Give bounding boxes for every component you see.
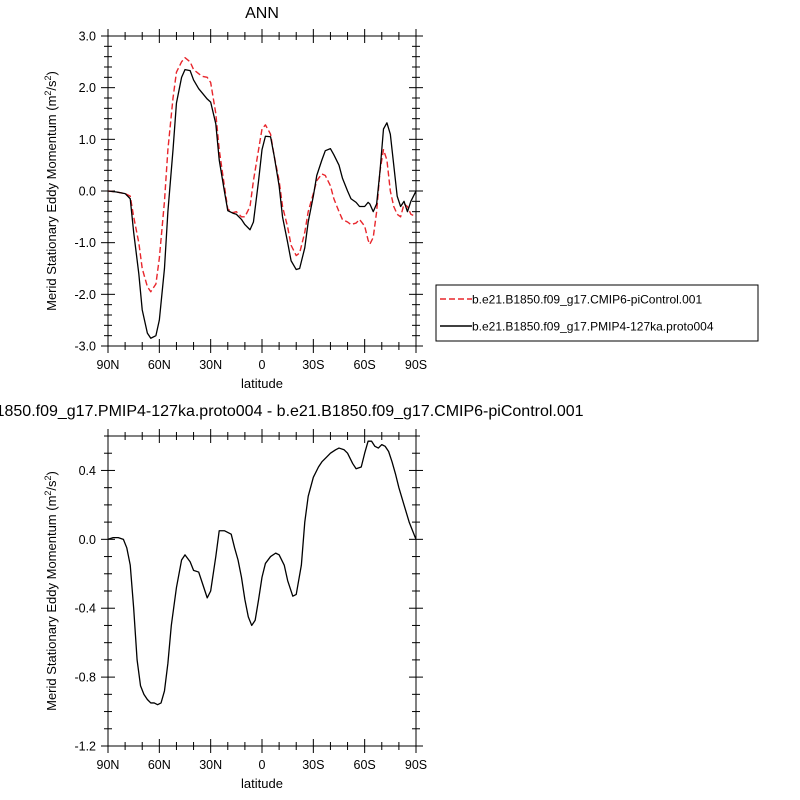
- y-tick-label: -3.0: [74, 340, 96, 354]
- x-tick-label: 30S: [302, 358, 324, 372]
- y-tick-label: 0.0: [79, 533, 96, 547]
- x-tick-label: 60S: [354, 358, 376, 372]
- x-tick-label: 30N: [199, 358, 222, 372]
- x-tick-label: 60N: [148, 758, 171, 772]
- x-tick-label: 90S: [405, 758, 427, 772]
- x-tick-label: 60S: [354, 758, 376, 772]
- legend: b.e21.B1850.f09_g17.CMIP6-piControl.001b…: [435, 284, 759, 342]
- x-axis-label: latitude: [241, 376, 283, 391]
- plot-frame: [107, 35, 417, 347]
- y-tick-label: -0.8: [74, 671, 96, 685]
- legend-entry-2: b.e21.B1850.f09_g17.PMIP4-127ka.proto004: [472, 320, 714, 334]
- y-axis-label-part: Merid Stationary Eddy Momentum (m: [44, 496, 59, 711]
- x-tick-label: 30S: [302, 758, 324, 772]
- y-tick-label: 1.0: [79, 133, 96, 147]
- series-line-1: [108, 57, 416, 293]
- series-line-2: [108, 68, 416, 339]
- chart-title: ANN: [245, 5, 279, 22]
- x-tick-label: 90S: [405, 358, 427, 372]
- y-axis-label-superscript: 2: [43, 491, 53, 496]
- chart-panel-2: b.e21.B1850.f09_g17.PMIP4-127ka.proto004…: [0, 403, 584, 791]
- y-tick-label: 0.0: [79, 185, 96, 199]
- plot-frame: [107, 435, 417, 747]
- legend-entry-1: b.e21.B1850.f09_g17.CMIP6-piControl.001: [472, 293, 702, 307]
- x-tick-label: 90N: [97, 758, 120, 772]
- y-tick-label: 2.0: [79, 81, 96, 95]
- legend-box: [435, 284, 759, 342]
- series-line-1: [108, 440, 416, 706]
- y-axis-label-part: /s: [44, 80, 59, 91]
- y-axis-label: Merid Stationary Eddy Momentum (m2/s2): [43, 471, 59, 711]
- y-axis-label-superscript: 2: [43, 75, 53, 80]
- y-axis-label-part: Merid Stationary Eddy Momentum (m: [44, 96, 59, 311]
- x-tick-label: 30N: [199, 758, 222, 772]
- y-axis-label-part: ): [44, 471, 59, 475]
- y-tick-label: -0.4: [74, 602, 96, 616]
- x-tick-label: 0: [259, 758, 266, 772]
- x-axis-label: latitude: [241, 776, 283, 791]
- y-axis-label-superscript: 2: [43, 475, 53, 480]
- chart-panel-1: ANN 90N 60N 30N 0 30S 60S 90S 3.0 2.0 1.0 0.0 -1.0 -2…: [43, 5, 759, 391]
- y-tick-label: 3.0: [79, 30, 96, 44]
- x-tick-label: 0: [259, 358, 266, 372]
- y-axis-label-superscript: 2: [43, 91, 53, 96]
- y-axis-label-part: /s: [44, 480, 59, 491]
- y-tick-label: 0.4: [79, 464, 96, 478]
- y-axis-label-part: ): [44, 71, 59, 75]
- x-tick-label: 90N: [97, 358, 120, 372]
- y-tick-label: -1.2: [74, 740, 96, 754]
- y-tick-label: -2.0: [74, 288, 96, 302]
- y-tick-label: -1.0: [74, 236, 96, 250]
- y-axis-label: Merid Stationary Eddy Momentum (m2/s2): [43, 71, 59, 311]
- chart-title: b.e21.B1850.f09_g17.PMIP4-127ka.proto004…: [0, 403, 584, 420]
- x-tick-label: 60N: [148, 358, 171, 372]
